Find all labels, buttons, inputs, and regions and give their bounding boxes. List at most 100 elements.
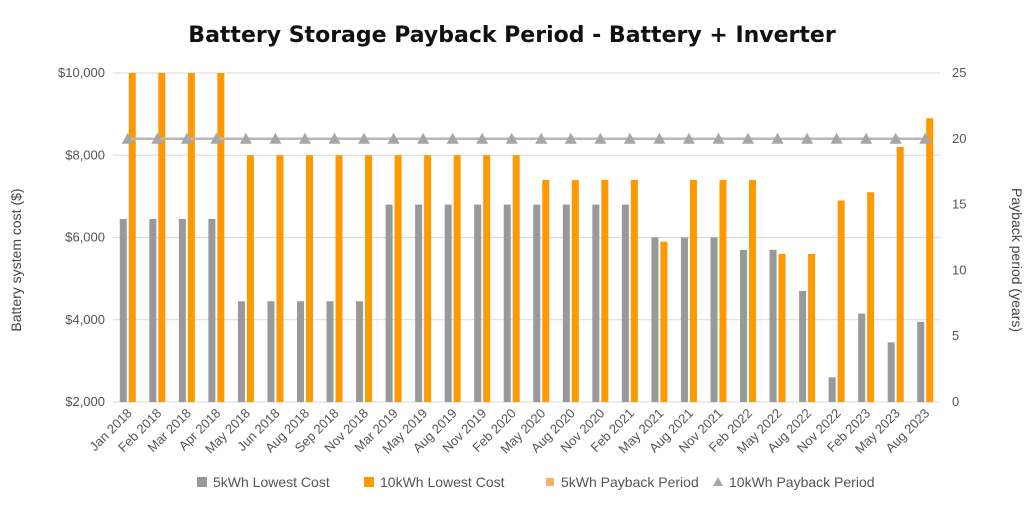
y2-tick-label: 0 xyxy=(952,394,959,409)
bar-5kwh-cost xyxy=(828,377,836,402)
bar-5kwh-cost xyxy=(680,237,688,402)
bar-10kwh-cost xyxy=(778,253,786,402)
bar-10kwh-cost xyxy=(689,179,697,402)
marker-10kwh-payback xyxy=(328,132,341,144)
marker-10kwh-payback xyxy=(889,132,902,144)
y-tick-label: $10,000 xyxy=(58,65,105,80)
bar-10kwh-cost xyxy=(246,155,254,402)
bar-10kwh-cost xyxy=(808,253,816,402)
bar-10kwh-cost xyxy=(276,155,284,402)
bar-10kwh-cost xyxy=(305,155,313,402)
marker-10kwh-payback xyxy=(564,132,577,144)
marker-10kwh-payback xyxy=(653,132,666,144)
y2-tick-label: 15 xyxy=(952,197,966,212)
marker-10kwh-payback xyxy=(830,132,843,144)
marker-10kwh-payback xyxy=(417,132,430,144)
marker-10kwh-payback xyxy=(387,132,400,144)
legend-label: 5kWh Payback Period xyxy=(561,474,699,490)
y-tick-label: $8,000 xyxy=(65,147,105,162)
bar-5kwh-cost xyxy=(621,204,629,402)
bar-5kwh-cost xyxy=(444,204,452,402)
bar-10kwh-cost xyxy=(749,179,757,402)
legend-item: 5kWh Payback Period xyxy=(546,474,699,490)
marker-10kwh-payback xyxy=(239,132,252,144)
y2-tick-label: 10 xyxy=(952,262,966,277)
bar-5kwh-cost xyxy=(296,301,304,402)
bar-10kwh-cost xyxy=(601,179,609,402)
bar-5kwh-cost xyxy=(208,218,216,402)
marker-10kwh-payback xyxy=(712,132,725,144)
marker-10kwh-payback xyxy=(180,132,193,144)
marker-10kwh-payback xyxy=(505,132,518,144)
legend-label: 10kWh Lowest Cost xyxy=(380,474,505,490)
legend: 5kWh Lowest Cost 10kWh Lowest Cost 5kWh Pa… xyxy=(197,474,875,490)
bar-10kwh-cost xyxy=(394,155,402,402)
y-tick-label: $4,000 xyxy=(65,312,105,327)
legend-marker xyxy=(546,478,554,486)
bar-5kwh-cost xyxy=(533,204,541,402)
bar-10kwh-cost xyxy=(424,155,432,402)
legend-label: 10kWh Payback Period xyxy=(729,474,875,490)
bar-10kwh-cost xyxy=(453,155,461,402)
chart-title: Battery Storage Payback Period - Battery… xyxy=(188,23,836,48)
bar-5kwh-cost xyxy=(178,218,186,402)
bar-5kwh-cost xyxy=(740,249,748,402)
legend-marker xyxy=(197,477,207,487)
y2-tick-label: 20 xyxy=(952,131,966,146)
bar-10kwh-cost xyxy=(896,147,904,402)
y2-tick-label: 5 xyxy=(952,328,959,343)
marker-10kwh-payback xyxy=(682,132,695,144)
marker-10kwh-payback xyxy=(742,132,755,144)
bar-5kwh-cost xyxy=(356,301,364,402)
bar-10kwh-cost xyxy=(630,179,638,402)
bar-10kwh-cost xyxy=(512,155,520,402)
bar-5kwh-cost xyxy=(385,204,393,402)
bar-5kwh-cost xyxy=(119,218,127,402)
marker-10kwh-payback xyxy=(860,132,873,144)
bar-5kwh-cost xyxy=(562,204,570,402)
bar-10kwh-cost xyxy=(483,155,491,402)
legend-item: 10kWh Lowest Cost xyxy=(364,474,505,490)
bar-5kwh-cost xyxy=(592,204,600,402)
bars xyxy=(119,73,934,403)
bar-10kwh-cost xyxy=(187,73,195,402)
bar-10kwh-cost xyxy=(365,155,373,402)
marker-10kwh-payback xyxy=(210,132,223,144)
bar-10kwh-cost xyxy=(335,155,343,402)
bar-5kwh-cost xyxy=(474,204,482,402)
bar-5kwh-cost xyxy=(149,218,157,402)
legend-item: 5kWh Lowest Cost xyxy=(197,474,330,490)
legend-marker xyxy=(364,477,374,487)
y-tick-label: $2,000 xyxy=(65,394,105,409)
bar-10kwh-cost xyxy=(867,192,875,402)
marker-10kwh-payback xyxy=(446,132,459,144)
bar-5kwh-cost xyxy=(651,237,659,402)
legend-marker xyxy=(713,477,723,486)
bar-5kwh-cost xyxy=(267,301,275,402)
marker-10kwh-payback xyxy=(269,132,282,144)
y-tick-label: $6,000 xyxy=(65,230,105,245)
bar-5kwh-cost xyxy=(237,301,245,402)
bar-5kwh-cost xyxy=(415,204,423,402)
marker-10kwh-payback xyxy=(298,132,311,144)
bar-5kwh-cost xyxy=(887,342,895,402)
marker-10kwh-payback xyxy=(623,132,636,144)
bar-10kwh-cost xyxy=(837,200,845,402)
bar-10kwh-cost xyxy=(926,118,934,403)
marker-10kwh-payback xyxy=(121,132,134,144)
y2-axis-label: Payback period (years) xyxy=(1009,188,1024,332)
payback-lines xyxy=(121,132,932,144)
marker-10kwh-payback xyxy=(476,132,489,144)
marker-10kwh-payback xyxy=(594,132,607,144)
marker-10kwh-payback xyxy=(151,132,164,144)
bar-5kwh-cost xyxy=(710,237,718,402)
bar-5kwh-cost xyxy=(917,321,925,402)
bar-10kwh-cost xyxy=(217,73,225,402)
marker-10kwh-payback xyxy=(771,132,784,144)
legend-label: 5kWh Lowest Cost xyxy=(213,474,330,490)
bar-10kwh-cost xyxy=(571,179,579,402)
y2-tick-label: 25 xyxy=(952,65,966,80)
bar-10kwh-cost xyxy=(660,241,668,402)
